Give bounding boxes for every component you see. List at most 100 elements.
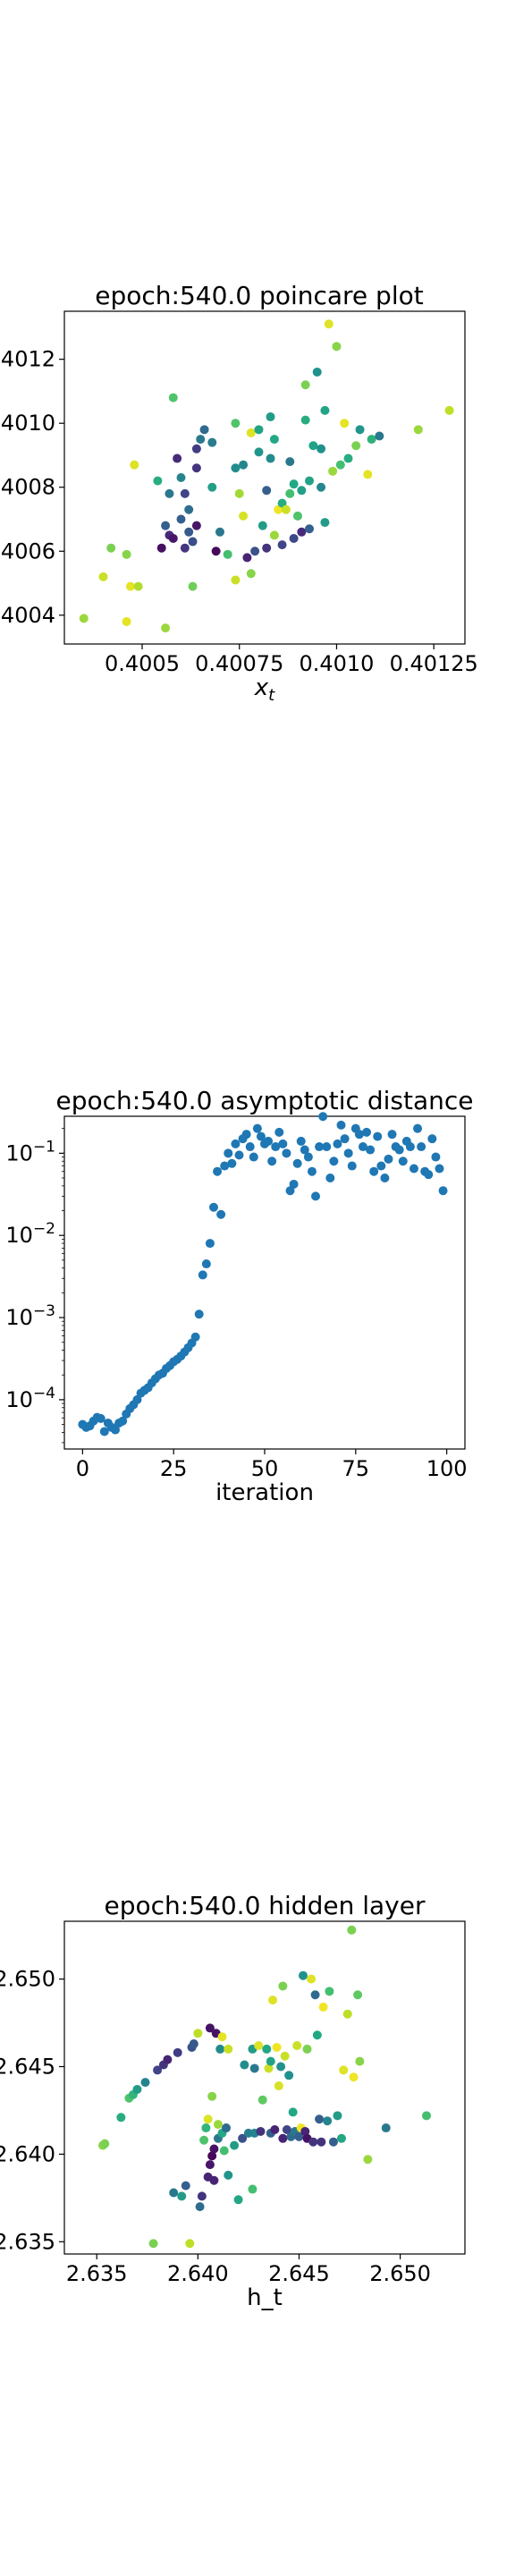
scatter-point	[296, 1136, 306, 1146]
scatter-point	[163, 2055, 173, 2064]
scatter-point	[242, 553, 252, 563]
scatter-point	[258, 2095, 267, 2105]
scatter-point	[303, 1152, 313, 1162]
scatter-point	[336, 1120, 346, 1130]
scatter-point	[239, 511, 249, 521]
scatter-point	[274, 504, 283, 514]
x-tick-label: 0.4010	[299, 651, 374, 676]
scatter-point	[217, 2032, 227, 2042]
scatter-point	[201, 1259, 211, 1269]
chart-title: epoch:540.0 poincare plot	[95, 281, 423, 310]
scatter-point	[347, 1161, 357, 1171]
scatter-point	[116, 2113, 126, 2123]
scatter-point	[231, 1139, 241, 1148]
x-axis-label: xt	[254, 674, 275, 705]
scatter-point	[298, 1970, 308, 1980]
scatter-point	[111, 1425, 121, 1435]
scatter-point	[258, 521, 267, 530]
scatter-point	[191, 463, 201, 473]
scatter-point	[369, 1166, 379, 1176]
scatter-point	[205, 1239, 215, 1249]
scatter-point	[328, 2137, 338, 2147]
scatter-point	[322, 1142, 332, 1152]
scatter-point	[207, 2091, 217, 2101]
scatter-point	[435, 1164, 444, 1174]
scatter-point	[190, 1332, 200, 1342]
scatter-point	[381, 2123, 391, 2133]
scatter-point	[363, 470, 373, 479]
scatter-point	[215, 2044, 225, 2054]
scatter-point	[269, 530, 279, 540]
scatter-point	[199, 2135, 209, 2145]
scatter-point	[230, 2140, 240, 2150]
scatter-point	[268, 1996, 278, 2005]
scatter-point	[106, 543, 116, 553]
scatter-point	[342, 2009, 352, 2019]
scatter-point	[211, 547, 221, 556]
scatter-point	[176, 473, 186, 482]
scatter-point	[375, 431, 384, 441]
scatter-point	[394, 1145, 404, 1155]
scatter-point	[148, 2239, 158, 2249]
scatter-point	[209, 2175, 219, 2185]
scatter-point	[270, 2124, 280, 2134]
scatter-point	[100, 2139, 110, 2148]
scatter-point	[133, 581, 143, 591]
scatter-point	[278, 1981, 288, 1991]
x-tick-label: 25	[160, 1456, 188, 1481]
scatter-point	[191, 521, 201, 530]
y-tick-label: 10−4	[5, 1385, 55, 1412]
scatter-point	[238, 2133, 248, 2143]
scatter-point	[276, 2062, 286, 2072]
scatter-point	[231, 463, 241, 473]
scatter-point	[266, 2056, 275, 2066]
scatter-point	[165, 488, 174, 498]
scatter-point	[188, 537, 198, 547]
scatter-point	[325, 1173, 335, 1182]
scatter-point	[272, 2042, 282, 2052]
y-tick-label: 4012	[1, 347, 55, 372]
scatter-point	[307, 1974, 317, 1984]
scatter-point	[156, 543, 166, 553]
scatter-point	[209, 2144, 219, 2154]
scatter-point	[213, 1166, 223, 1176]
scatter-point	[353, 1990, 363, 2000]
scatter-point	[347, 1925, 357, 1935]
scatter-point	[363, 2155, 373, 2165]
y-tick-label: 2.635	[0, 2229, 55, 2254]
x-axis-label: iteration	[215, 1479, 314, 1506]
scatter-point	[122, 616, 131, 626]
scatter-point	[431, 1152, 441, 1162]
y-tick-label: 4006	[1, 538, 55, 564]
scatter-point	[224, 2044, 233, 2054]
scatter-point	[292, 511, 302, 521]
scatter-point	[318, 1112, 328, 1122]
scatter-point	[315, 1142, 325, 1152]
scatter-point	[248, 2184, 258, 2194]
scatter-point	[173, 2047, 182, 2057]
scatter-point	[307, 1166, 317, 1176]
x-tick-label: 2.640	[167, 2261, 229, 2286]
scatter-point	[153, 2065, 163, 2075]
plot-frame	[63, 1115, 466, 1450]
scatter-point	[153, 476, 163, 486]
scatter-point	[240, 2060, 249, 2070]
scatter-point	[278, 1139, 288, 1148]
scatter-point	[140, 2078, 150, 2088]
scatter-point	[297, 486, 307, 496]
scatter-point	[362, 1127, 372, 1137]
scatter-point	[324, 319, 333, 329]
scatter-point	[282, 1148, 291, 1158]
scatter-point	[198, 1270, 207, 1280]
scatter-point	[315, 2114, 325, 2124]
y-tick-label: 10−1	[5, 1138, 55, 1165]
scatter-point	[413, 425, 423, 435]
scatter-point	[305, 524, 315, 534]
scatter-point	[333, 1139, 342, 1148]
scatter-point	[277, 540, 287, 550]
scatter-point	[422, 2111, 432, 2121]
scatter-point	[288, 2107, 298, 2117]
scatter-point	[98, 572, 108, 581]
scatter-point	[222, 2123, 232, 2133]
scatter-point	[223, 549, 232, 559]
